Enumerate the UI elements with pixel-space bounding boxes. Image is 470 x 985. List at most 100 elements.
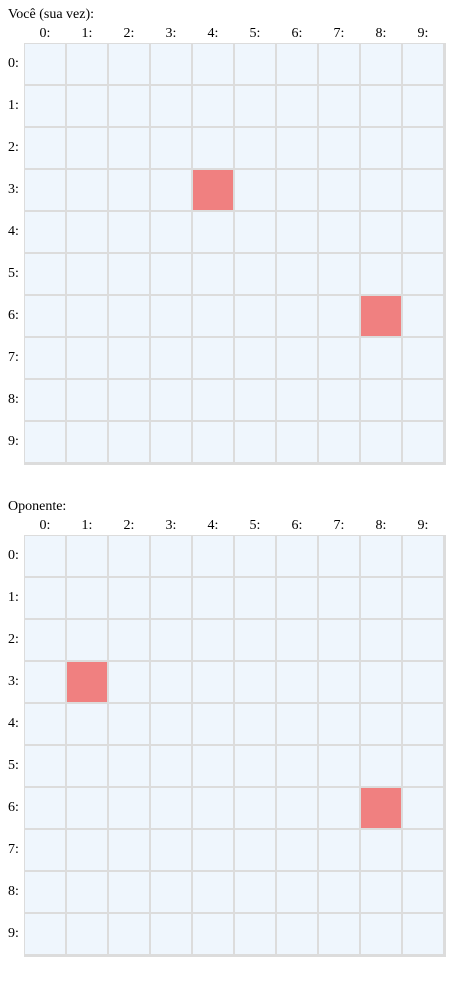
grid-cell[interactable] (109, 788, 149, 828)
grid-cell[interactable] (277, 536, 317, 576)
grid-cell[interactable] (109, 914, 149, 954)
grid-cell[interactable] (193, 914, 233, 954)
grid-cell[interactable] (235, 578, 275, 618)
grid-cell[interactable] (193, 578, 233, 618)
grid-cell[interactable] (67, 620, 107, 660)
grid-cell[interactable] (319, 620, 359, 660)
marked-cell[interactable] (67, 662, 107, 702)
grid-cell[interactable] (109, 620, 149, 660)
grid-cell[interactable] (403, 788, 443, 828)
grid-cell[interactable] (151, 914, 191, 954)
grid-cell[interactable] (277, 662, 317, 702)
grid-cell[interactable] (151, 536, 191, 576)
grid-cell[interactable] (193, 704, 233, 744)
grid-cell[interactable] (319, 704, 359, 744)
grid-cell[interactable] (277, 830, 317, 870)
grid-cell[interactable] (109, 830, 149, 870)
grid-cell[interactable] (235, 830, 275, 870)
grid-cell[interactable] (403, 620, 443, 660)
grid-cell[interactable] (193, 872, 233, 912)
grid-cell[interactable] (193, 536, 233, 576)
grid-cell[interactable] (25, 914, 65, 954)
grid-cell[interactable] (361, 830, 401, 870)
grid-cell[interactable] (25, 536, 65, 576)
grid-cell[interactable] (235, 662, 275, 702)
grid-cell[interactable] (109, 662, 149, 702)
grid-cell[interactable] (403, 830, 443, 870)
grid-cell[interactable] (25, 704, 65, 744)
grid-cell[interactable] (109, 872, 149, 912)
grid-cell[interactable] (67, 872, 107, 912)
grid-cell[interactable] (361, 746, 401, 786)
grid-cell[interactable] (67, 578, 107, 618)
grid-cell[interactable] (25, 872, 65, 912)
grid-cell[interactable] (109, 704, 149, 744)
grid-cell[interactable] (109, 536, 149, 576)
grid-cell[interactable] (25, 746, 65, 786)
grid-cell[interactable] (277, 704, 317, 744)
grid-cell[interactable] (235, 746, 275, 786)
grid-cell[interactable] (361, 536, 401, 576)
grid-cell[interactable] (277, 578, 317, 618)
grid-cell[interactable] (277, 872, 317, 912)
grid-cell[interactable] (403, 662, 443, 702)
grid-cell[interactable] (277, 746, 317, 786)
grid-cell[interactable] (403, 578, 443, 618)
grid-cell[interactable] (319, 830, 359, 870)
grid-cell[interactable] (151, 620, 191, 660)
grid-cell[interactable] (151, 788, 191, 828)
grid-cell[interactable] (151, 746, 191, 786)
grid-cell[interactable] (361, 872, 401, 912)
grid-cell[interactable] (67, 536, 107, 576)
grid-cell[interactable] (403, 704, 443, 744)
grid-cell[interactable] (319, 578, 359, 618)
marked-cell[interactable] (361, 788, 401, 828)
grid-cell[interactable] (67, 704, 107, 744)
grid-cell[interactable] (235, 620, 275, 660)
grid-cell[interactable] (277, 914, 317, 954)
grid-cell[interactable] (361, 662, 401, 702)
grid-cell[interactable] (319, 788, 359, 828)
grid-cell[interactable] (403, 914, 443, 954)
grid-cell[interactable] (25, 788, 65, 828)
grid-cell[interactable] (235, 704, 275, 744)
grid-cell[interactable] (361, 914, 401, 954)
grid-cell[interactable] (361, 704, 401, 744)
grid-cell[interactable] (235, 788, 275, 828)
grid-cell[interactable] (151, 662, 191, 702)
grid-cell[interactable] (403, 746, 443, 786)
grid-cell[interactable] (109, 746, 149, 786)
grid-cell[interactable] (235, 872, 275, 912)
grid-cell[interactable] (25, 662, 65, 702)
grid-cell[interactable] (67, 746, 107, 786)
grid-cell[interactable] (193, 746, 233, 786)
grid-cell[interactable] (277, 620, 317, 660)
grid-cell[interactable] (319, 872, 359, 912)
grid-cell[interactable] (151, 704, 191, 744)
grid-cell[interactable] (235, 536, 275, 576)
grid-cell[interactable] (25, 620, 65, 660)
grid-cell[interactable] (361, 620, 401, 660)
grid-cell[interactable] (67, 830, 107, 870)
grid-cell[interactable] (403, 536, 443, 576)
grid-cell[interactable] (193, 620, 233, 660)
grid-cell[interactable] (151, 830, 191, 870)
grid-cell[interactable] (319, 536, 359, 576)
grid-cell[interactable] (193, 788, 233, 828)
grid-cell[interactable] (109, 578, 149, 618)
grid-cell[interactable] (25, 578, 65, 618)
grid-cell[interactable] (25, 830, 65, 870)
grid-cell[interactable] (151, 578, 191, 618)
grid-cell[interactable] (277, 788, 317, 828)
grid-cell[interactable] (361, 578, 401, 618)
grid-cell[interactable] (67, 788, 107, 828)
grid-cell[interactable] (235, 914, 275, 954)
grid-cell[interactable] (67, 914, 107, 954)
grid-cell[interactable] (193, 830, 233, 870)
grid-cell[interactable] (403, 872, 443, 912)
grid-cell[interactable] (319, 914, 359, 954)
grid-cell[interactable] (319, 746, 359, 786)
grid-cell[interactable] (319, 662, 359, 702)
grid-cell[interactable] (151, 872, 191, 912)
grid-cell[interactable] (193, 662, 233, 702)
